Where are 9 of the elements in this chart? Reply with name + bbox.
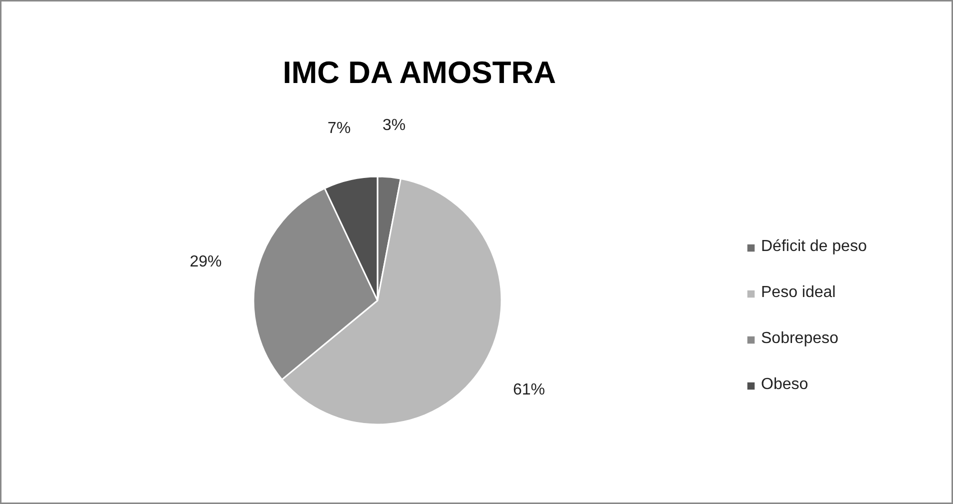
- data-label: 61%: [512, 382, 546, 399]
- legend-label: Déficit de peso: [761, 238, 867, 256]
- data-label: 3%: [382, 116, 406, 134]
- data-label: 7%: [328, 120, 351, 138]
- chart-title: IMC DA AMOSTRA: [282, 55, 556, 90]
- data-label: 29%: [190, 254, 222, 271]
- legend-label: Peso ideal: [761, 284, 836, 302]
- legend-label: Sobrepeso: [761, 330, 838, 348]
- legend-label: Obeso: [761, 376, 808, 394]
